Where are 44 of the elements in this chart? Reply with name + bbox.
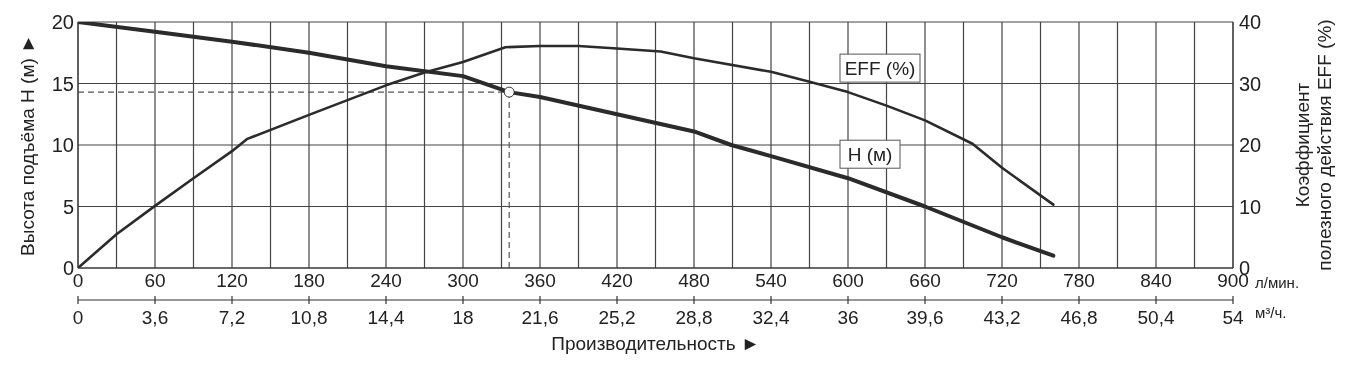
y2-axis-title: Коэффициент полезного действия EFF (%)	[1292, 19, 1335, 271]
x-tick-label: 300	[447, 270, 479, 292]
x2-tick-label: 36	[837, 307, 859, 328]
x-tick-label: 420	[601, 270, 633, 292]
x-tick-label: 660	[909, 270, 941, 292]
y2-tick-label: 40	[1239, 11, 1262, 34]
x2-tick-label: 46,8	[1060, 307, 1098, 328]
x2-tick-label: 7,2	[218, 307, 246, 328]
x2-tick-label: 10,8	[290, 307, 328, 328]
x2-tick-label: 25,2	[598, 307, 636, 328]
y-tick-label: 15	[51, 72, 74, 95]
x-tick-label: 780	[1063, 270, 1095, 292]
series-label: H (м)	[847, 144, 893, 166]
x-tick-label: 240	[370, 270, 402, 292]
x2-tick-label: 43,2	[983, 307, 1021, 328]
x2-tick-label: 18	[452, 307, 474, 328]
x-tick-label: 60	[144, 270, 166, 292]
x-tick-label: 480	[678, 270, 710, 292]
x2-tick-label: 14,4	[367, 307, 405, 328]
series-label: EFF (%)	[844, 58, 916, 80]
y-axis-title: Высота подъёма H (м) ►	[17, 34, 38, 256]
y-tick-label: 5	[62, 195, 74, 218]
x-tick-label: 840	[1140, 270, 1172, 292]
x2-tick-label: 32,4	[752, 307, 790, 328]
x-tick-label: 540	[755, 270, 787, 292]
y2-tick-label: 30	[1239, 72, 1262, 95]
x2-tick-label: 28,8	[675, 307, 713, 328]
x2-tick-label: 54	[1222, 307, 1244, 328]
x-tick-label: 720	[986, 270, 1018, 292]
text: л/мин.	[1255, 274, 1300, 291]
x2-tick-label: 3,6	[141, 307, 169, 328]
y-tick-label: 20	[51, 11, 74, 34]
x2-tick-label: 39,6	[906, 307, 944, 328]
x-tick-label: 360	[524, 270, 556, 292]
x-tick-label: 600	[832, 270, 864, 292]
x2-tick-label: 50,4	[1137, 307, 1175, 328]
y2-tick-label: 20	[1239, 134, 1262, 157]
x-axis-title: Производительность ►	[551, 333, 760, 354]
y-tick-label: 10	[51, 134, 74, 157]
x-tick-label: 180	[293, 270, 325, 292]
x-tick-label: 120	[216, 270, 248, 292]
y2-tick-label: 10	[1239, 195, 1262, 218]
x2-tick-label: 21,6	[521, 307, 559, 328]
text: м³/ч.	[1255, 304, 1287, 321]
